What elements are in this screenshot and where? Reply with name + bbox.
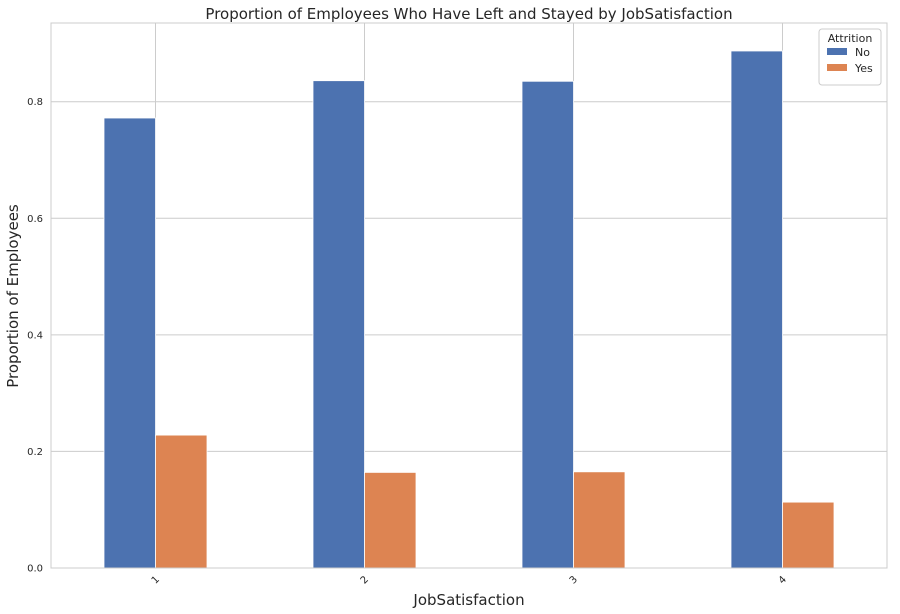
y-tick-label: 0.4 [27,330,43,341]
bars [103,50,835,569]
y-axis-label: Proportion of Employees [4,204,22,388]
y-tick-label: 0.6 [27,214,43,225]
bar-yes-3 [573,471,626,569]
legend-label-no: No [855,46,870,59]
plot-frame [50,22,888,569]
y-tick-label: 0.0 [27,564,43,575]
legend-title: Attrition [828,32,873,45]
legend-swatch-no [827,48,847,55]
bar-no-3 [521,80,574,569]
x-axis-label: JobSatisfaction [412,591,524,609]
bar-no-2 [312,80,365,569]
plot-area-border [50,22,888,569]
bar-no-4 [730,50,783,569]
bar-yes-1 [155,434,208,569]
chart-title: Proportion of Employees Who Have Left an… [205,5,732,23]
legend-swatch-yes [827,64,847,71]
y-tick-label: 0.2 [27,447,43,458]
legend: Attrition No Yes [818,28,882,86]
bar-yes-4 [782,501,835,569]
legend-label-yes: Yes [854,62,873,75]
bar-yes-2 [364,472,417,569]
y-tick-label: 0.8 [27,97,43,108]
bar-no-1 [103,117,156,569]
